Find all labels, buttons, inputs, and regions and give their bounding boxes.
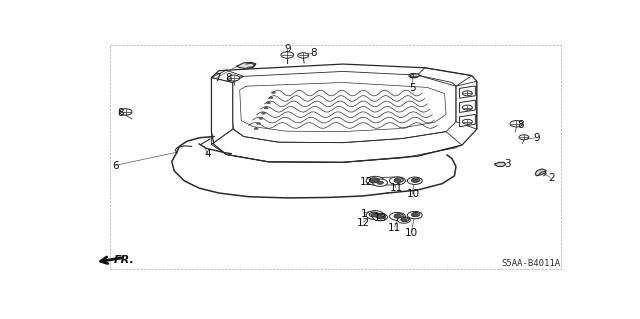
Circle shape <box>463 105 472 110</box>
Circle shape <box>390 177 405 185</box>
Circle shape <box>412 212 420 216</box>
Polygon shape <box>460 100 476 113</box>
Circle shape <box>394 215 401 218</box>
Text: 5: 5 <box>409 83 415 93</box>
Polygon shape <box>236 62 256 68</box>
Text: 10: 10 <box>404 228 418 238</box>
Text: 12: 12 <box>357 218 371 228</box>
Text: 13: 13 <box>374 213 387 223</box>
Text: 8: 8 <box>310 48 316 57</box>
Circle shape <box>407 211 422 219</box>
Text: 9: 9 <box>284 44 291 54</box>
Circle shape <box>271 92 275 93</box>
Circle shape <box>510 121 523 127</box>
Text: 11: 11 <box>390 183 403 193</box>
Circle shape <box>463 119 472 124</box>
Circle shape <box>371 179 379 183</box>
Circle shape <box>371 213 379 217</box>
Circle shape <box>372 179 388 186</box>
Circle shape <box>412 178 420 182</box>
Circle shape <box>409 73 418 78</box>
Circle shape <box>394 179 401 182</box>
Polygon shape <box>494 162 506 167</box>
Text: 1: 1 <box>360 209 367 219</box>
Text: 7: 7 <box>214 73 221 83</box>
Circle shape <box>519 135 529 140</box>
Circle shape <box>397 217 410 223</box>
Circle shape <box>228 75 240 81</box>
Circle shape <box>257 122 260 124</box>
Circle shape <box>259 117 263 119</box>
Polygon shape <box>460 115 476 127</box>
Polygon shape <box>410 74 420 78</box>
Text: 12: 12 <box>360 177 373 187</box>
Text: 9: 9 <box>533 133 540 143</box>
Circle shape <box>401 219 407 221</box>
Circle shape <box>463 91 472 96</box>
Text: 8: 8 <box>225 73 232 83</box>
Text: 10: 10 <box>407 189 420 199</box>
Circle shape <box>412 213 418 217</box>
Circle shape <box>366 211 384 219</box>
Circle shape <box>281 52 294 58</box>
Text: 2: 2 <box>548 173 554 183</box>
Circle shape <box>254 128 258 130</box>
Circle shape <box>369 212 379 217</box>
Text: 11: 11 <box>388 223 401 233</box>
Text: 8: 8 <box>517 120 524 130</box>
Circle shape <box>401 218 409 221</box>
Circle shape <box>262 112 266 114</box>
Text: 4: 4 <box>205 149 211 159</box>
Polygon shape <box>460 86 476 98</box>
Circle shape <box>298 53 308 58</box>
Circle shape <box>390 212 405 220</box>
Circle shape <box>369 178 379 183</box>
Text: 3: 3 <box>504 159 511 169</box>
Circle shape <box>376 214 385 219</box>
Circle shape <box>412 179 418 182</box>
Circle shape <box>264 107 268 109</box>
Circle shape <box>269 97 273 99</box>
Text: 6: 6 <box>113 160 119 171</box>
Circle shape <box>394 178 403 182</box>
Circle shape <box>119 109 132 115</box>
Text: FR.: FR. <box>114 255 134 265</box>
Circle shape <box>377 215 383 219</box>
Polygon shape <box>535 169 547 176</box>
Circle shape <box>377 181 383 184</box>
Circle shape <box>372 213 388 221</box>
Text: 8: 8 <box>117 108 124 118</box>
Circle shape <box>407 177 422 184</box>
Circle shape <box>394 214 403 218</box>
Circle shape <box>266 102 271 104</box>
Text: S5AA-B4011A: S5AA-B4011A <box>501 259 560 268</box>
Circle shape <box>366 176 384 185</box>
